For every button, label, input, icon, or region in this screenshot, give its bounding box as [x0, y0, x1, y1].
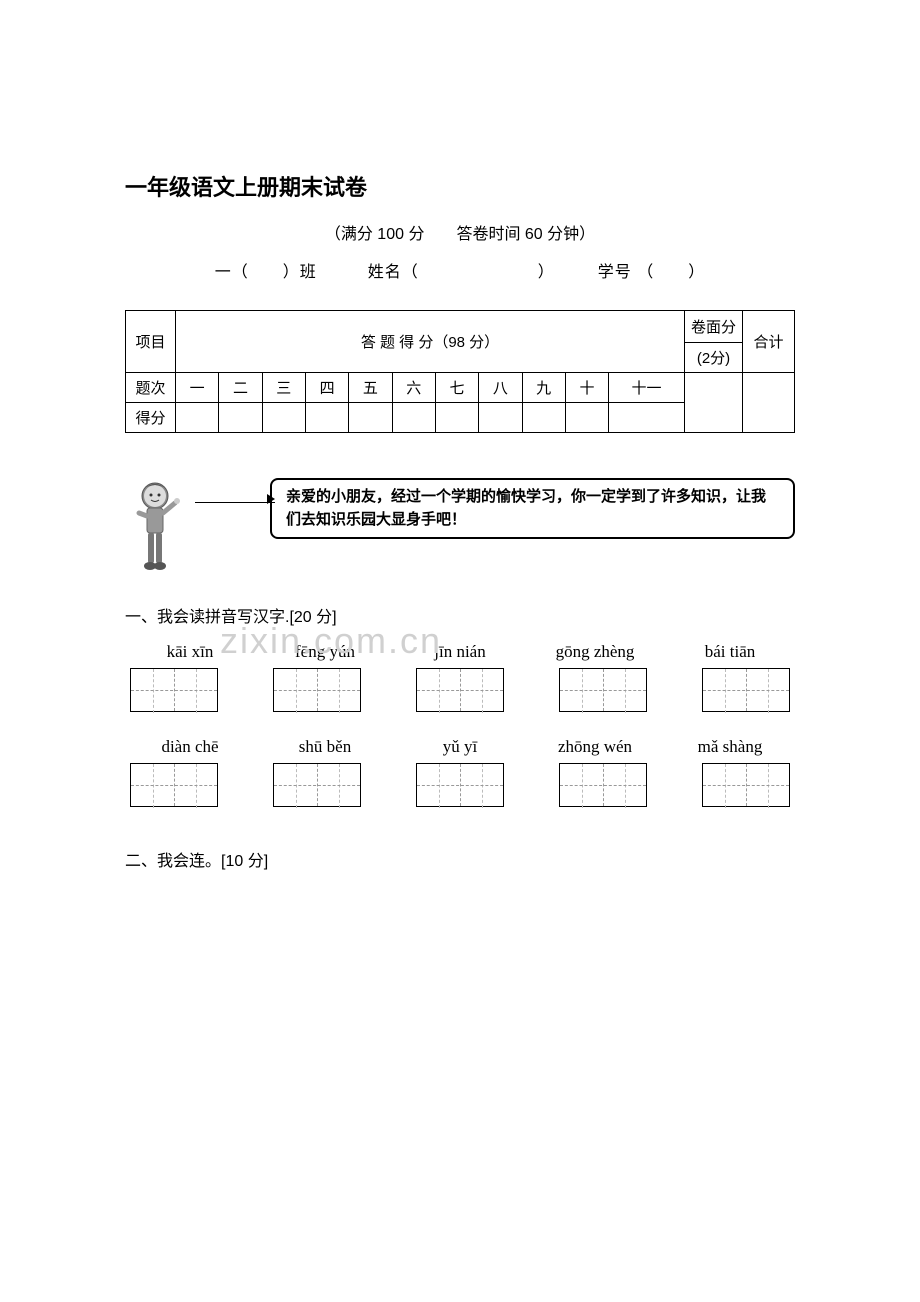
score-cell: [522, 403, 565, 433]
score-cell: [305, 403, 348, 433]
q-num: 十: [565, 373, 608, 403]
juanmian-header: 卷面分: [685, 311, 743, 343]
score-cell: [262, 403, 305, 433]
section1-heading: 一、我会读拼音写汉字.[20 分]: [125, 603, 795, 627]
score-table: 项目 答 题 得 分（98 分） 卷面分 合计 (2分) 题次 一 二 三 四 …: [125, 310, 795, 433]
table-row: 项目 答 题 得 分（98 分） 卷面分 合计: [126, 311, 795, 343]
pinyin-row: diàn chē shū běn yǔ yī zhōng wén mǎ shàn…: [125, 737, 795, 757]
q-num: 八: [479, 373, 522, 403]
score-cell: [479, 403, 522, 433]
heji-header: 合计: [743, 311, 795, 373]
exam-title: 一年级语文上册期末试卷: [125, 170, 795, 202]
char-box: [559, 668, 647, 712]
char-box-row: [125, 763, 795, 807]
pinyin-item: mǎ shàng: [670, 737, 790, 757]
char-box: [273, 668, 361, 712]
char-box: [702, 668, 790, 712]
pinyin-item: gōng zhèng: [535, 642, 655, 662]
char-box: [273, 763, 361, 807]
score-cell: [219, 403, 262, 433]
char-box: [416, 668, 504, 712]
q-num: 三: [262, 373, 305, 403]
pinyin-item: yǔ yī: [400, 737, 520, 757]
q-num: 二: [219, 373, 262, 403]
speech-bubble: 亲爱的小朋友，经过一个学期的愉快学习，你一定学到了许多知识，让我们去知识乐园大显…: [270, 478, 795, 539]
score-cell: [349, 403, 392, 433]
project-header: 项目: [126, 311, 176, 373]
pinyin-item: zhōng wén: [535, 737, 655, 757]
heji-score-cell: [743, 373, 795, 433]
pinyin-item: bái tiān: [670, 642, 790, 662]
score-cell: [565, 403, 608, 433]
q-num: 六: [392, 373, 435, 403]
pinyin-item: shū běn: [265, 737, 385, 757]
juanmian-score-cell: [685, 373, 743, 433]
char-box: [702, 763, 790, 807]
char-box: [559, 763, 647, 807]
q-num: 一: [176, 373, 219, 403]
q-num: 五: [349, 373, 392, 403]
char-box: [130, 763, 218, 807]
defen-label: 得分: [126, 403, 176, 433]
q-num: 十一: [609, 373, 685, 403]
score-cell: [609, 403, 685, 433]
score-cell: [392, 403, 435, 433]
answer-score-header: 答 题 得 分（98 分）: [176, 311, 685, 373]
score-cell: [176, 403, 219, 433]
q-num: 九: [522, 373, 565, 403]
speech-arrow-icon: [195, 498, 275, 500]
score-cell: [435, 403, 478, 433]
q-num: 四: [305, 373, 348, 403]
juanmian-value: (2分): [685, 343, 743, 373]
q-num: 七: [435, 373, 478, 403]
char-box: [130, 668, 218, 712]
boy-character-icon: [125, 478, 195, 583]
tici-label: 题次: [126, 373, 176, 403]
char-box: [416, 763, 504, 807]
exam-subtitle: （满分 100 分 答卷时间 60 分钟）: [125, 220, 795, 244]
character-speech-section: 亲爱的小朋友，经过一个学期的愉快学习，你一定学到了许多知识，让我们去知识乐园大显…: [125, 478, 795, 583]
pinyin-item: diàn chē: [130, 737, 250, 757]
student-info-line: 一（ ）班 姓名（ ） 学号 （ ）: [125, 258, 795, 282]
section2-heading: 二、我会连。[10 分]: [125, 847, 795, 871]
table-row: 题次 一 二 三 四 五 六 七 八 九 十 十一: [126, 373, 795, 403]
char-box-row: [125, 668, 795, 712]
